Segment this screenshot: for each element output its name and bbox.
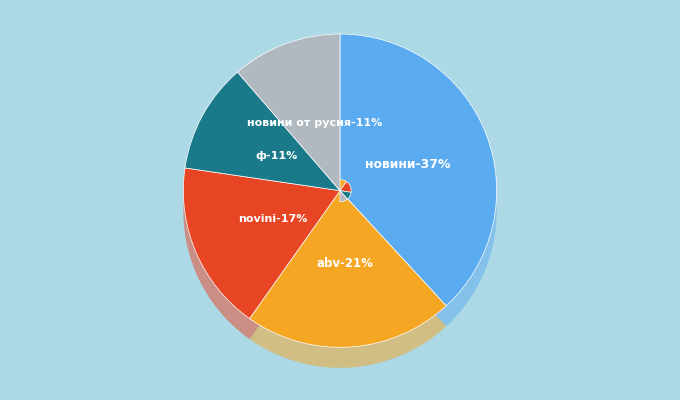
Wedge shape (185, 93, 282, 198)
Text: новини от русия-11%: новини от русия-11% (247, 118, 382, 128)
Text: abv-21%: abv-21% (316, 257, 373, 270)
Wedge shape (250, 180, 446, 347)
Wedge shape (184, 188, 288, 339)
Wedge shape (237, 34, 347, 202)
Text: новини-37%: новини-37% (365, 158, 451, 171)
Text: ф-11%: ф-11% (255, 151, 297, 161)
Wedge shape (237, 54, 340, 144)
Text: novini-17%: novini-17% (239, 214, 308, 224)
Wedge shape (184, 168, 351, 319)
Wedge shape (185, 72, 351, 199)
Wedge shape (329, 34, 496, 306)
Wedge shape (250, 277, 446, 368)
Wedge shape (340, 54, 496, 326)
